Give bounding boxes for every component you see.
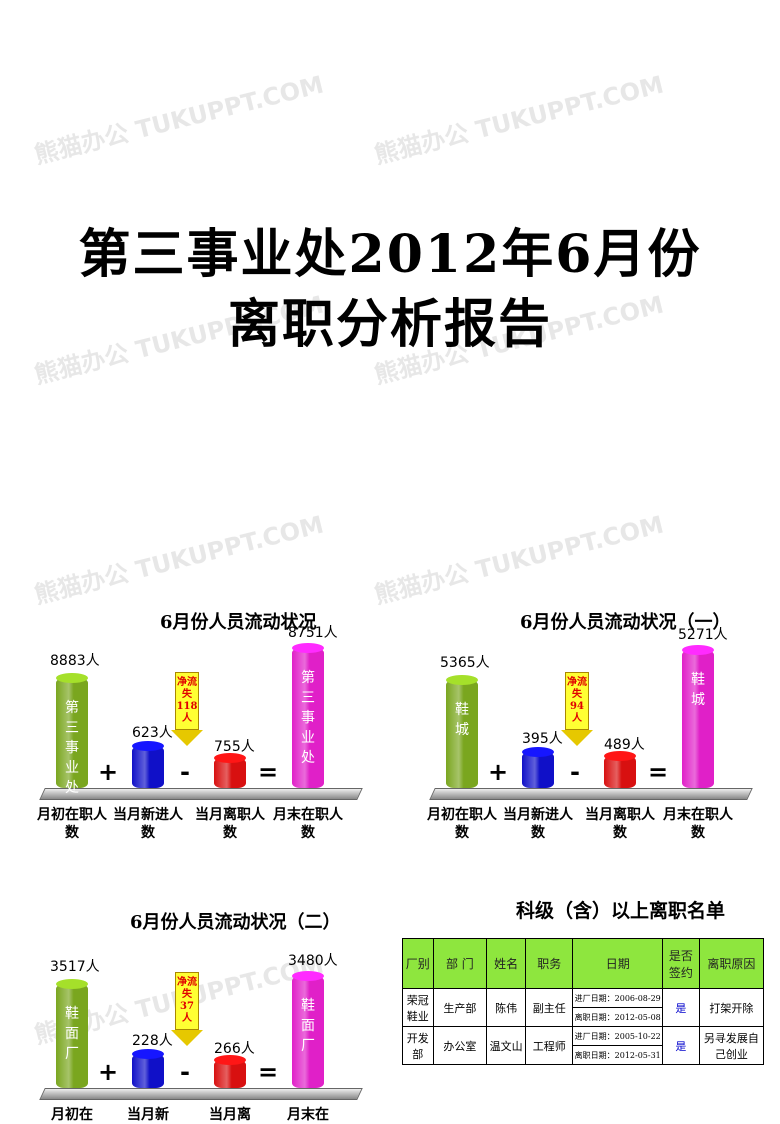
col-header: 姓名 (486, 938, 527, 989)
cell-reason: 打架开除 (698, 988, 765, 1027)
equals-operator: = (258, 1058, 279, 1086)
panel-title: 6月份人员流动状况（二） (130, 912, 341, 933)
platform (429, 788, 753, 800)
value-new: 228人 (132, 1033, 173, 1049)
cell-signed: 是 (661, 1026, 700, 1065)
col-header: 是否签约 (661, 938, 700, 989)
col-header: 日期 (572, 938, 663, 989)
value-end: 3480人 (288, 953, 338, 969)
bar-label: 鞋城 (691, 672, 705, 708)
resign-list-title: 科级（含）以上离职名单 (516, 900, 726, 922)
caption: 当月离 (209, 1107, 251, 1123)
value-new: 623人 (132, 725, 173, 741)
bar-start: 鞋面厂 (56, 979, 88, 1088)
cell-join-date: 进厂日期：2005-10-22 (572, 1026, 663, 1046)
caption: 月末在 (287, 1107, 329, 1123)
bar-end: 第三事业处 (292, 643, 324, 788)
arrow-down-icon (171, 730, 203, 746)
bar-start: 鞋城 (446, 675, 478, 788)
bar-label: 第三事业处 (301, 670, 315, 766)
col-header: 离职原因 (698, 938, 765, 989)
plus-operator: + (98, 1058, 119, 1086)
cell-join-date: 进厂日期：2006-08-29 (572, 988, 663, 1008)
page-title: 第三事业处2012年6月份 (78, 224, 702, 285)
caption: 月初在职人数 (427, 807, 497, 841)
net-loss-arrow: 净流失118人 (171, 672, 203, 746)
value-start: 3517人 (50, 959, 100, 975)
bar-leave (604, 751, 636, 788)
equals-operator: = (648, 758, 669, 786)
caption: 月末在职人数 (273, 807, 343, 841)
cell-name: 温文山 (486, 1026, 527, 1065)
col-header: 厂别 (402, 938, 434, 989)
panel-title: 6月份人员流动状况（一） (520, 612, 731, 633)
value-end: 8751人 (288, 625, 338, 641)
caption: 当月新 (127, 1107, 169, 1123)
resign-table: 厂别 部 门 姓名 职务 日期 是否签约 离职原因 荣冠鞋业 生产部 陈伟 副主… (402, 938, 765, 1065)
table-row: 荣冠鞋业 生产部 陈伟 副主任 进厂日期：2006-08-29 是 打架开除 (402, 988, 765, 1027)
page-subtitle: 离职分析报告 (227, 294, 552, 355)
bar-end: 鞋面厂 (292, 971, 324, 1088)
cell-name: 陈伟 (486, 988, 527, 1027)
cell-reason: 另寻发展自己创业 (698, 1026, 765, 1065)
net-loss-text: 净流失118人 (175, 672, 199, 730)
cell-leave-date: 离职日期：2012-05-31 (572, 1045, 663, 1065)
bar-new (132, 1049, 164, 1088)
value-leave: 755人 (214, 739, 255, 755)
arrow-down-icon (561, 730, 593, 746)
cell-signed: 是 (661, 988, 700, 1027)
col-header: 职务 (525, 938, 574, 989)
cell-dept: 办公室 (432, 1026, 488, 1065)
caption: 月末在职人数 (663, 807, 733, 841)
bar-label: 鞋城 (455, 702, 469, 738)
net-loss-arrow: 净流失37人 (171, 972, 203, 1046)
caption: 当月离职人数 (585, 807, 655, 841)
value-leave: 489人 (604, 737, 645, 753)
platform (39, 1088, 363, 1100)
cell-position: 工程师 (525, 1026, 574, 1065)
plus-operator: + (488, 758, 509, 786)
minus-operator: - (570, 758, 580, 786)
value-start: 5365人 (440, 655, 490, 671)
bar-label: 鞋面厂 (65, 1006, 79, 1062)
minus-operator: - (180, 758, 190, 786)
watermark: 熊猫办公 TUKUPPT.COM (31, 70, 327, 170)
bar-end: 鞋城 (682, 645, 714, 788)
watermark: 熊猫办公 TUKUPPT.COM (371, 510, 667, 610)
caption: 当月新进人数 (113, 807, 183, 841)
value-start: 8883人 (50, 653, 100, 669)
panel-title: 6月份人员流动状况 (160, 612, 317, 633)
cell-dept: 生产部 (432, 988, 488, 1027)
caption: 当月新进人数 (503, 807, 573, 841)
watermark: 熊猫办公 TUKUPPT.COM (371, 70, 667, 170)
cell-factory: 荣冠鞋业 (402, 988, 434, 1027)
value-leave: 266人 (214, 1041, 255, 1057)
net-loss-arrow: 净流失94人 (561, 672, 593, 746)
bar-leave (214, 1055, 246, 1088)
value-end: 5271人 (678, 627, 728, 643)
minus-operator: - (180, 1058, 190, 1086)
bar-leave (214, 753, 246, 788)
caption: 月初在 (51, 1107, 93, 1123)
arrow-down-icon (171, 1030, 203, 1046)
table-row: 开发部 办公室 温文山 工程师 进厂日期：2005-10-22 是 另寻发展自己… (402, 1026, 765, 1065)
cell-position: 副主任 (525, 988, 574, 1027)
cell-leave-date: 离职日期：2012-05-08 (572, 1007, 663, 1027)
caption: 当月离职人数 (195, 807, 265, 841)
plus-operator: + (98, 758, 119, 786)
bar-start: 第三事业处 (56, 673, 88, 796)
equals-operator: = (258, 758, 279, 786)
bar-label: 第三事业处 (65, 700, 79, 796)
col-header: 部 门 (432, 938, 488, 989)
value-new: 395人 (522, 731, 563, 747)
net-loss-text: 净流失37人 (175, 972, 199, 1030)
bar-new (522, 747, 554, 788)
watermark: 熊猫办公 TUKUPPT.COM (31, 510, 327, 610)
cell-factory: 开发部 (402, 1026, 434, 1065)
caption: 月初在职人数 (37, 807, 107, 841)
bar-label: 鞋面厂 (301, 998, 315, 1054)
net-loss-text: 净流失94人 (565, 672, 589, 730)
bar-new (132, 741, 164, 788)
